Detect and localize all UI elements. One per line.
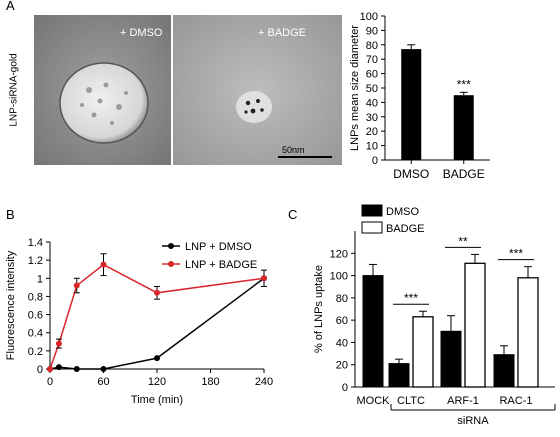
chart-b-y-tick-label: 0.2 — [28, 346, 43, 358]
em-divider — [171, 15, 173, 165]
chart-c-y-tick-label: 120 — [330, 248, 348, 260]
chart-b-legend-label: LNP + BADGE — [185, 259, 257, 271]
chart-a-y-tick-label: 60 — [366, 69, 378, 81]
chart-b-y-tick-label: 0.8 — [28, 291, 43, 303]
chart-c-significance: ** — [458, 234, 468, 248]
chart-b-legend-label: LNP + DMSO — [185, 241, 252, 253]
chart-c-x-tick-label: ARF-1 — [447, 395, 479, 407]
chart-c-bar-dmso — [362, 275, 384, 388]
chart-c-y-tick-label: 20 — [336, 360, 348, 372]
em-micrographs: + DMSO + BADGE 50nm — [34, 15, 342, 165]
chart-c-bar-badge — [412, 316, 434, 388]
chart-b-series-line — [49, 263, 265, 370]
chart-b-point — [100, 366, 107, 372]
chart-c-y-tick-label: 100 — [330, 271, 348, 283]
chart-b-x-tick-label: 180 — [201, 376, 219, 388]
chart-a-y-tick-label: 50 — [366, 83, 378, 95]
chart-b-point — [100, 261, 107, 268]
chart-b-y-axis-label: Fluorescence intensity — [5, 250, 17, 360]
chart-a-x-tick-label: BADGE — [443, 167, 485, 181]
chart-c-x-tick-label: CLTC — [397, 395, 425, 407]
chart-c-x-tick-label: RAC-1 — [499, 395, 532, 407]
em-label-dmso: + DMSO — [120, 27, 163, 39]
chart-b-point — [55, 340, 62, 347]
chart-b-legend-marker — [168, 261, 174, 267]
chart-b-y-tick-label: 1 — [37, 273, 43, 285]
em-lnp-particle-small — [236, 91, 272, 123]
chart-b-point — [73, 282, 80, 289]
panel-letter-c: C — [288, 207, 298, 222]
chart-b-x-tick-label: 120 — [148, 376, 166, 388]
chart-c-legend-label: DMSO — [386, 206, 419, 218]
chart-c-bar-badge — [464, 262, 486, 388]
chart-c-legend-swatch — [361, 204, 383, 217]
chart-c-bar-dmso — [440, 330, 462, 388]
chart-a-y-tick-label: 80 — [366, 40, 378, 52]
chart-c-x-axis-label: siRNA — [457, 415, 489, 427]
em-micrograph-svg — [34, 15, 342, 165]
chart-a-significance: *** — [457, 77, 471, 91]
chart-c-significance: *** — [404, 291, 418, 305]
chart-a-y-tick-label: 100 — [360, 11, 378, 23]
chart-b-point — [261, 275, 267, 282]
chart-b-point — [55, 364, 62, 371]
chart-a-y-tick-label: 70 — [366, 54, 378, 66]
chart-b-y-tick-label: 1.2 — [28, 255, 43, 267]
chart-c-significance: *** — [509, 247, 523, 261]
chart-a-y-tick-label: 10 — [366, 141, 378, 153]
chart-a-x-tick-label: DMSO — [393, 167, 429, 181]
chart-c-y-tick-label: 80 — [336, 293, 348, 305]
chart-b-x-tick-label: 60 — [97, 376, 109, 388]
chart-b-x-tick-label: 0 — [47, 376, 53, 388]
chart-b-y-tick-label: 0.4 — [28, 328, 43, 340]
chart-a-y-axis-label: LNPs mean size diameter — [349, 25, 361, 151]
panel-letter-a: A — [6, 0, 15, 13]
chart-c-bar-badge — [517, 277, 539, 388]
chart-b-y-tick-label: 0.6 — [28, 310, 43, 322]
chart-a-y-tick-label: 40 — [366, 97, 378, 109]
chart-b-point — [47, 366, 53, 372]
chart-b-series-line — [49, 277, 265, 370]
chart-a-bar — [401, 49, 422, 161]
chart-c-y-tick-label: 60 — [336, 315, 348, 327]
panel-letter-b: B — [6, 207, 15, 222]
em-lnp-particle-large — [59, 62, 149, 144]
chart-b-x-axis-label: Time (min) — [131, 394, 183, 406]
chart-b-point — [261, 275, 267, 282]
chart-c-legend-label: BADGE — [386, 223, 425, 235]
chart-c-bar-dmso — [388, 363, 410, 388]
em-label-badge: + BADGE — [258, 27, 306, 39]
chart-a-y-tick-label: 20 — [366, 126, 378, 138]
chart-b-legend-marker — [168, 243, 174, 249]
chart-a-bar — [453, 95, 474, 160]
chart-b-y-tick-label: 1.4 — [28, 237, 43, 249]
chart-b-point — [73, 366, 80, 372]
chart-b-y-tick-label: 0 — [37, 364, 43, 376]
chart-b-point — [47, 366, 53, 372]
chart-b-point — [154, 355, 160, 362]
chart-b-point — [154, 289, 160, 296]
chart-b-x-tick-label: 240 — [255, 376, 273, 388]
chart-c-y-axis-label: % of LNPs uptake — [313, 265, 325, 353]
chart-a-y-tick-label: 90 — [366, 25, 378, 37]
chart-c-x-tick-label: MOCK — [357, 395, 391, 407]
chart-a-y-tick-label: 30 — [366, 112, 378, 124]
chart-c-y-tick-label: 40 — [336, 337, 348, 349]
chart-c-bar-dmso — [493, 354, 515, 388]
chart-a-y-tick-label: 0 — [372, 155, 378, 167]
chart-c-y-tick-label: 0 — [342, 382, 348, 394]
chart-c-legend-swatch — [361, 221, 383, 234]
em-scale-bar-label: 50nm — [282, 145, 305, 155]
em-row-label: LNP-siRNA-gold — [8, 53, 20, 127]
